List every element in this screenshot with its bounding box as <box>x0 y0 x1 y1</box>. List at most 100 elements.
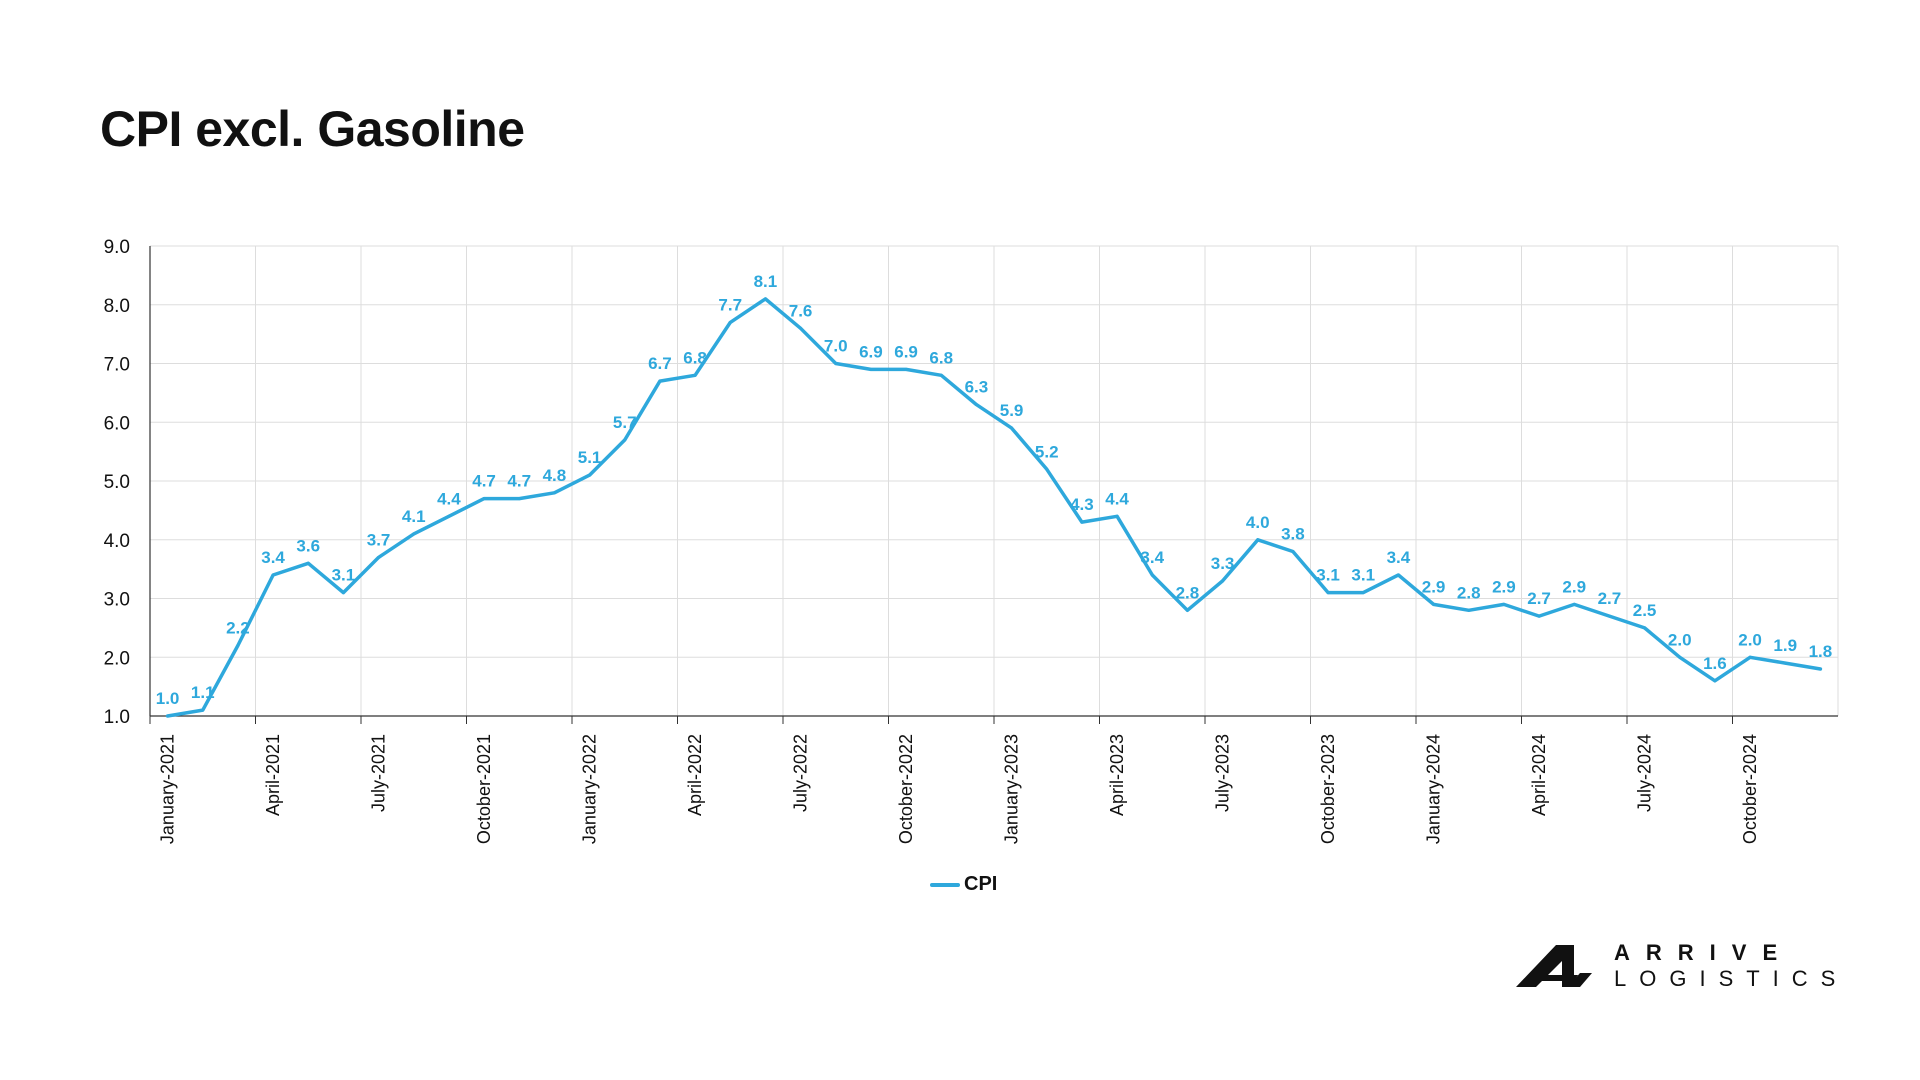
data-point <box>482 497 486 501</box>
x-tick-label: October-2023 <box>1318 734 1338 844</box>
legend-swatch-cpi <box>930 882 960 887</box>
data-point <box>341 591 345 595</box>
data-point <box>1185 608 1189 612</box>
data-label: 2.9 <box>1562 577 1586 596</box>
data-label: 4.4 <box>437 489 461 508</box>
data-label: 1.0 <box>156 689 180 708</box>
data-label: 1.1 <box>191 683 215 702</box>
data-point <box>1643 626 1647 630</box>
data-point <box>412 532 416 536</box>
data-label: 7.0 <box>824 337 848 356</box>
data-point <box>1221 579 1225 583</box>
data-label: 2.7 <box>1598 589 1622 608</box>
data-label: 2.2 <box>226 619 250 638</box>
data-label: 1.6 <box>1703 654 1727 673</box>
data-point <box>904 367 908 371</box>
data-point <box>939 373 943 377</box>
data-point <box>658 379 662 383</box>
data-point <box>1010 426 1014 430</box>
x-tick-label: April-2022 <box>685 734 705 816</box>
data-label: 3.7 <box>367 530 391 549</box>
data-label: 4.4 <box>1105 489 1129 508</box>
x-tick-label: July-2024 <box>1635 734 1655 812</box>
data-label: 6.8 <box>929 348 953 367</box>
series-line-cpi <box>165 297 1823 718</box>
brand-logo: ARRIVE LOGISTICS <box>1516 940 1848 992</box>
data-label: 2.8 <box>1457 583 1481 602</box>
data-point <box>588 473 592 477</box>
data-label: 8.1 <box>754 272 778 291</box>
data-point <box>166 714 170 718</box>
data-point <box>552 491 556 495</box>
data-label: 1.9 <box>1773 636 1797 655</box>
data-point <box>201 708 205 712</box>
x-tick-label: January-2022 <box>580 734 600 844</box>
data-point <box>834 362 838 365</box>
y-tick-label: 2.0 <box>104 648 130 669</box>
data-point <box>1432 602 1436 606</box>
data-label: 3.4 <box>261 548 285 567</box>
x-tick-label: July-2021 <box>369 734 389 812</box>
data-point <box>1115 514 1119 518</box>
data-label: 4.0 <box>1246 513 1270 532</box>
data-label: 7.7 <box>718 295 742 314</box>
y-tick-label: 4.0 <box>104 531 130 552</box>
arrive-a-mark-icon <box>1516 945 1592 987</box>
data-point <box>763 297 767 301</box>
data-point <box>1607 614 1611 618</box>
data-label: 4.3 <box>1070 495 1094 514</box>
data-point <box>1678 655 1682 659</box>
data-label: 2.0 <box>1668 630 1692 649</box>
x-tick-label: October-2021 <box>474 734 494 844</box>
x-tick-label: October-2022 <box>896 734 916 844</box>
data-point <box>693 373 697 377</box>
x-tick-label: July-2022 <box>791 734 811 812</box>
data-label: 6.3 <box>965 378 989 397</box>
data-point <box>1748 655 1752 659</box>
x-tick-label: July-2023 <box>1213 734 1233 812</box>
y-tick-label: 8.0 <box>104 296 130 317</box>
x-tick-label: April-2021 <box>263 734 283 816</box>
data-label: 4.7 <box>507 472 531 491</box>
data-label: 2.9 <box>1422 577 1446 596</box>
data-point <box>799 326 803 330</box>
x-tick-label: January-2024 <box>1424 734 1444 844</box>
data-point <box>1045 467 1049 471</box>
data-label: 3.8 <box>1281 525 1305 544</box>
y-tick-label: 9.0 <box>104 237 130 258</box>
data-label: 4.1 <box>402 507 426 526</box>
data-label: 4.8 <box>543 466 567 485</box>
data-label: 2.7 <box>1527 589 1551 608</box>
data-point <box>306 561 310 565</box>
data-point <box>1572 602 1576 606</box>
data-point <box>271 573 275 577</box>
data-point <box>1361 591 1365 595</box>
data-point <box>1537 614 1541 618</box>
data-label: 3.1 <box>1351 566 1375 585</box>
x-tick-label: January-2021 <box>158 734 178 844</box>
data-label: 3.1 <box>1316 566 1340 585</box>
data-point <box>1291 550 1295 553</box>
x-tick-label: April-2024 <box>1529 734 1549 816</box>
legend-label-cpi: CPI <box>964 873 998 895</box>
data-label: 5.1 <box>578 448 602 467</box>
data-point <box>1396 573 1400 577</box>
data-point <box>1783 661 1787 665</box>
data-label: 2.8 <box>1176 583 1200 602</box>
data-point <box>377 555 381 559</box>
y-tick-label: 6.0 <box>104 413 130 434</box>
y-tick-label: 5.0 <box>104 472 130 493</box>
data-point <box>728 320 732 324</box>
chart-title: CPI excl. Gasoline <box>100 101 525 157</box>
y-tick-label: 1.0 <box>104 707 130 728</box>
data-label: 3.6 <box>296 536 320 555</box>
data-label: 2.9 <box>1492 577 1516 596</box>
y-tick-label: 7.0 <box>104 355 130 376</box>
data-label: 2.0 <box>1738 630 1762 649</box>
data-label: 6.9 <box>859 342 883 361</box>
data-label: 6.9 <box>894 342 918 361</box>
data-point <box>447 514 451 518</box>
data-label: 5.2 <box>1035 442 1059 461</box>
brand-subname: LOGISTICS <box>1614 966 1849 991</box>
